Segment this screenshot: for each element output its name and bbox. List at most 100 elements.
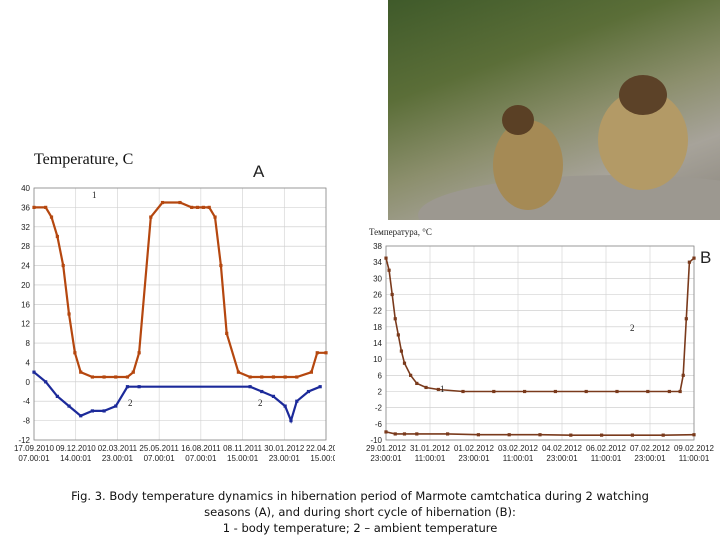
chart-b-series-1-point	[615, 389, 619, 394]
chart-a-y-tick-label: 0	[26, 378, 31, 387]
chart-b-title: Температура, °C	[369, 227, 432, 237]
chart-a: 4036322824201612840-4-8-1217.09.201007.0…	[14, 184, 335, 463]
chart-a-series-1-point	[160, 200, 165, 205]
chart-b-x-tick-date: 03.02.2012	[498, 444, 539, 453]
chart-b-series-1-point	[409, 373, 413, 377]
chart-a-x-tick-date: 25.05.2011	[139, 444, 179, 453]
chart-a-series-1-point	[114, 375, 118, 379]
chart-a-series-1-point	[44, 205, 48, 209]
chart-a-series-2-point	[125, 385, 130, 389]
chart-b-series-1-point	[393, 317, 397, 321]
chart-a-x-tick-date: 22.04.2012	[306, 444, 335, 453]
marmot-2	[598, 90, 688, 190]
chart-a-y-tick-label: -8	[23, 417, 31, 426]
chart-a-series-1-point	[324, 351, 328, 355]
chart-b-series-2-point	[600, 433, 604, 437]
chart-b-series-2-point	[384, 430, 388, 434]
chart-a-x-tick-time: 23.00:01	[102, 454, 134, 463]
chart-b-x-tick-time: 23:00:01	[458, 454, 490, 463]
chart-b-y-tick-label: -2	[375, 404, 383, 413]
chart-a-series-2-point	[306, 389, 311, 394]
chart-a-series-1-point	[67, 312, 71, 316]
series-number-label: 2	[258, 398, 263, 408]
chart-a-series-2-point	[114, 404, 118, 408]
chart-b-plot-frame	[385, 245, 695, 441]
chart-b-series-2-point	[661, 433, 665, 437]
caption-line-1: Fig. 3. Body temperature dynamics in hib…	[71, 489, 649, 503]
chart-a-series-1-point	[55, 234, 59, 239]
chart-b-series-1-point	[523, 389, 527, 394]
chart-a-series-1-point	[32, 205, 36, 209]
chart-a-series-1-point	[219, 263, 223, 268]
chart-a-series-1-line	[34, 201, 326, 379]
marmot-2-head	[619, 75, 667, 115]
chart-a-series-1-point	[61, 263, 65, 268]
chart-a-series-1-point	[49, 215, 54, 219]
chart-b-series-2-point	[446, 432, 450, 436]
chart-b-series-2-point	[402, 432, 407, 436]
chart-a-x-tick-time: 23.00:01	[269, 454, 301, 463]
chart-a-series-2-point	[260, 389, 264, 394]
chart-a-y-tick-label: 20	[21, 281, 30, 290]
chart-a-panel-label: A	[253, 162, 265, 181]
figure-caption: Fig. 3. Body temperature dynamics in hib…	[30, 488, 690, 536]
chart-b-series-1-point	[387, 268, 391, 272]
chart-a-series-2-point	[32, 370, 36, 374]
chart-a-series-2-point	[295, 399, 299, 403]
chart-a-series-1-point	[201, 205, 205, 209]
chart-b-x-tick-date: 04.02.2012	[542, 444, 583, 453]
chart-b-x-tick-time: 11:00:01	[503, 454, 534, 463]
chart-b-y-tick-label: 14	[373, 339, 382, 348]
chart-a-series-1-point	[207, 205, 211, 209]
chart-a-y-tick-label: -4	[23, 397, 31, 406]
series-number-label: 2	[128, 398, 133, 408]
chart-b-y-tick-label: 30	[373, 274, 382, 283]
chart-b-series-1-line	[385, 257, 695, 393]
chart-b-series-1-point	[584, 389, 588, 394]
chart-a-series-1-point	[195, 205, 200, 209]
chart-a-series-2-point	[271, 394, 276, 398]
chart-a-series-1-point	[248, 375, 252, 379]
chart-a-series-1-point	[283, 375, 287, 379]
chart-a-title: Temperature, C	[34, 151, 134, 168]
marmots-photo	[388, 0, 720, 220]
chart-b-series-1-point	[692, 256, 696, 260]
chart-b-panel-label: B	[700, 248, 712, 267]
chart-a-series-1-point	[73, 351, 77, 355]
chart-b-y-tick-label: 38	[373, 242, 382, 251]
chart-a-y-tick-label: -12	[18, 436, 30, 445]
chart-a-series-1-point	[225, 331, 229, 335]
chart-b-y-tick-label: 22	[373, 307, 382, 316]
chart-b-x-tick-time: 11:00:01	[415, 454, 446, 463]
chart-a-series-1-point	[90, 375, 94, 379]
chart-b-y-tick-label: 26	[373, 291, 382, 300]
series-number-label: 2	[630, 323, 635, 333]
series-number-label: 1	[92, 190, 97, 200]
chart-b-series-2-point	[476, 433, 480, 437]
chart-b-series-1-point	[461, 389, 465, 394]
chart-b-x-tick-time: 23:00:01	[546, 454, 578, 463]
chart-a-series-1-point	[309, 370, 313, 374]
chart-a-x-tick-date: 09.12.2010	[56, 444, 97, 453]
chart-a-y-tick-label: 4	[26, 358, 31, 367]
chart-a-series-1-point	[213, 215, 217, 219]
chart-a-series-2-point	[137, 385, 141, 389]
chart-a-series-2-point	[90, 409, 94, 413]
chart-a-series-2-line	[33, 371, 321, 424]
caption-line-2: seasons (A), and during short cycle of h…	[204, 505, 516, 519]
chart-a-y-tick-label: 28	[21, 242, 30, 251]
chart-b-series-2-point	[538, 433, 542, 437]
chart-a-series-1-point	[315, 351, 319, 355]
chart-a-series-2-point	[67, 404, 71, 408]
chart-b-series-2-point	[630, 433, 634, 437]
chart-b-x-tick-date: 01.02.2012	[454, 444, 495, 453]
chart-a-series-2-point	[79, 414, 83, 418]
chart-a-series-2-point	[289, 419, 293, 423]
chart-a-x-tick-time: 15.00:01	[227, 454, 259, 463]
chart-b-series-1-point	[678, 389, 682, 394]
marmot-1	[493, 120, 563, 210]
chart-a-series-2-point	[44, 380, 48, 384]
marmots-photo-icon	[418, 75, 720, 220]
chart-b-y-tick-label: 6	[378, 371, 383, 380]
chart-a-x-tick-date: 16.08.2011	[181, 444, 221, 453]
